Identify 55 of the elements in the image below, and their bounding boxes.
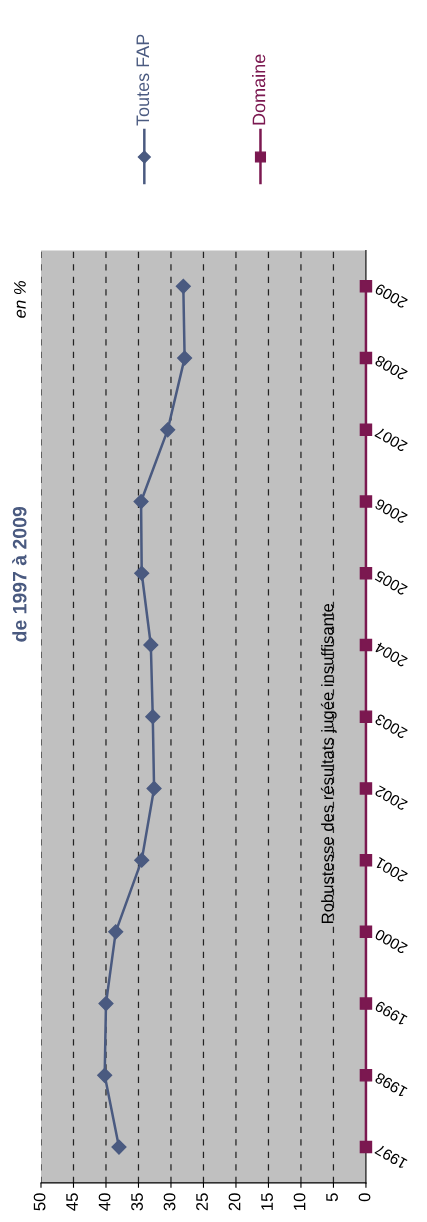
point: [134, 852, 150, 868]
x-tick-label: 0: [358, 1193, 371, 1202]
x-tick-label: 5: [326, 1193, 338, 1202]
point: [359, 567, 373, 580]
y-tick-label: 2009: [374, 283, 408, 309]
text: Domaine: [252, 54, 266, 125]
point: [177, 350, 193, 366]
point: [359, 638, 373, 652]
x-tick-label: 15: [261, 1193, 273, 1210]
point: [359, 710, 373, 723]
y-tick-label: 2006: [374, 498, 408, 524]
point: [359, 495, 373, 508]
point: [98, 996, 114, 1012]
point: [359, 280, 373, 293]
y-tick-label: 1998: [374, 1072, 408, 1098]
text: de 1997 à 2009: [12, 506, 27, 642]
y-tick-label: 1999: [374, 1000, 408, 1026]
text: en %: [14, 281, 26, 318]
point: [143, 637, 159, 653]
annotation: Robustesse des résultats jugée insuffisante: [320, 603, 337, 923]
point: [359, 1140, 373, 1154]
text: Toutes FAP: [136, 34, 150, 126]
y-tick-label: 2005: [374, 570, 408, 596]
y-tick-label: 2007: [374, 426, 408, 453]
y-tick-label: 2004: [374, 641, 408, 668]
x-tick-label: 30: [163, 1193, 176, 1211]
y-tick-label: 2003: [374, 713, 408, 740]
point: [359, 351, 373, 365]
point: [97, 1067, 113, 1083]
y-tick-label: 2000: [374, 928, 408, 955]
y-tick-label: 2008: [374, 354, 408, 381]
point: [145, 709, 161, 725]
point: [359, 853, 373, 867]
point: [359, 925, 373, 939]
point: [133, 493, 149, 510]
x-tick-label: 50: [33, 1193, 46, 1211]
x-tick-label: 20: [228, 1193, 241, 1211]
y-tick-label: 1997: [374, 1143, 408, 1170]
x-tick-label: 45: [66, 1193, 78, 1211]
point: [359, 782, 373, 795]
point: [359, 1069, 373, 1082]
x-tick-label: 25: [196, 1193, 208, 1211]
y-tick-label: 2001: [374, 856, 408, 883]
point: [175, 278, 191, 294]
point: [146, 780, 162, 796]
x-tick-label: 35: [131, 1193, 143, 1211]
point: [359, 997, 373, 1010]
point: [359, 423, 373, 437]
y-tick-label: 2002: [374, 785, 408, 811]
point: [134, 565, 150, 581]
x-tick-label: 40: [98, 1193, 111, 1211]
point: [160, 422, 176, 438]
point: [111, 1139, 127, 1155]
x-tick-label: 10: [293, 1193, 306, 1210]
point: [108, 924, 124, 940]
